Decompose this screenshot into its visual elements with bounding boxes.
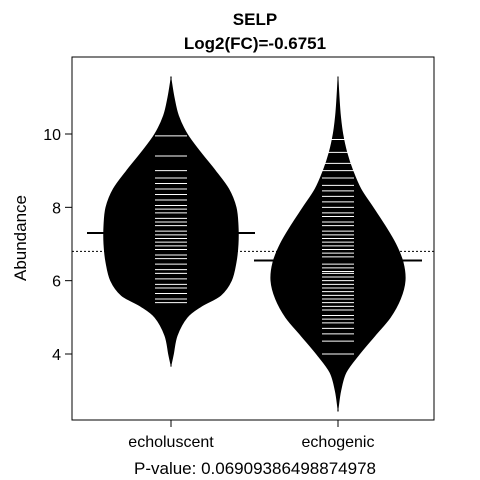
- y-tick-label: 8: [52, 200, 61, 217]
- y-axis-title: Abundance: [11, 195, 30, 281]
- means-layer: [87, 232, 422, 262]
- y-tick-label: 10: [43, 127, 61, 144]
- chart-subtitle: Log2(FC)=-0.6751: [184, 34, 326, 53]
- y-tick-label: 4: [52, 347, 61, 364]
- x-tick-label-echogenic: echogenic: [302, 434, 375, 451]
- x-axis: echoluscent echogenic: [128, 419, 375, 451]
- bean-shape-echogenic: [270, 76, 406, 412]
- beans-layer: [103, 76, 406, 412]
- x-tick-label-echoluscent: echoluscent: [128, 434, 214, 451]
- x-axis-title: P-value: 0.06909386498874978: [134, 459, 376, 478]
- y-axis: 4 6 8 10: [43, 127, 73, 364]
- y-tick-label: 6: [52, 274, 61, 291]
- chart-title: SELP: [233, 10, 277, 29]
